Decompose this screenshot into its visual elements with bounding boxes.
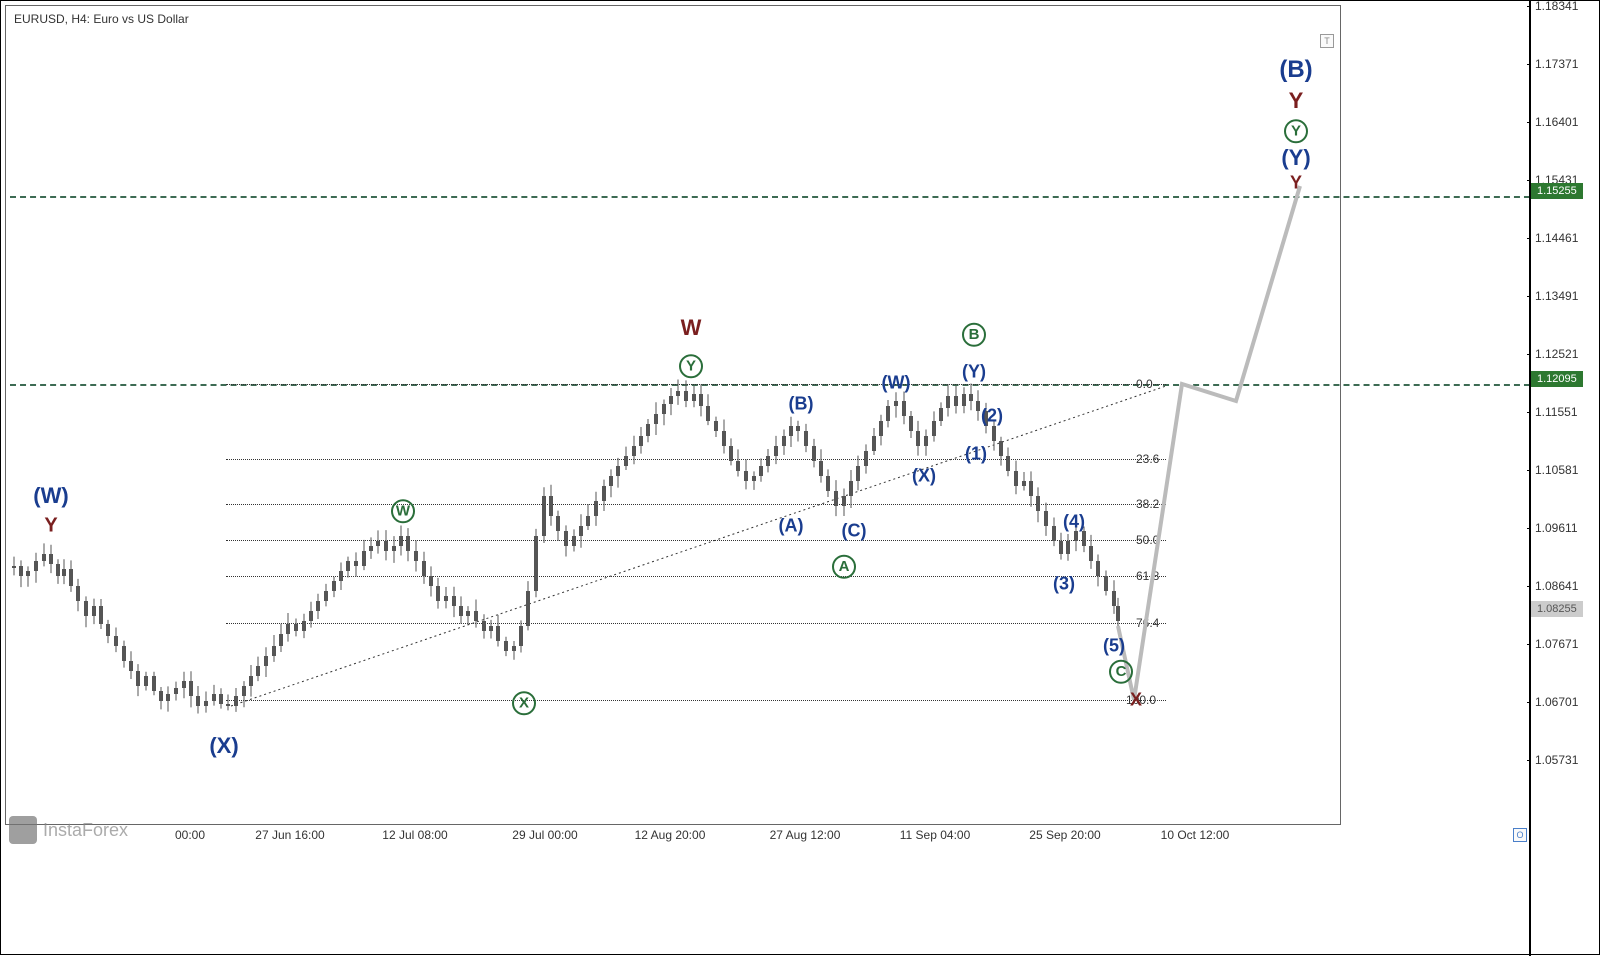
x-tick-label: 27 Jun 16:00 <box>255 828 324 842</box>
y-tick-label: 1.14461 <box>1535 231 1578 245</box>
fib-label: 50.0 <box>1136 533 1159 547</box>
y-tick-label: 1.17371 <box>1535 57 1578 71</box>
logo-text: InstaForex <box>43 820 128 841</box>
wave-label: (A) <box>779 516 804 537</box>
wave-label: X <box>512 687 536 715</box>
trend-line <box>231 386 1166 706</box>
fib-label: 38.2 <box>1136 497 1159 511</box>
wave-label: Y <box>679 350 703 378</box>
x-tick-label: 11 Sep 04:00 <box>900 828 971 842</box>
fib-label: 0.0 <box>1136 377 1153 391</box>
x-axis: 00:00 27 Jun 16:00 12 Jul 08:00 29 Jul 00:0… <box>5 824 1341 844</box>
y-tick-label: 1.18341 <box>1535 0 1578 13</box>
x-tick-label: 12 Aug 20:00 <box>635 828 706 842</box>
price-level-box: 1.12095 <box>1531 371 1583 387</box>
y-tick-label: 1.05731 <box>1535 753 1578 767</box>
x-tick-label: 29 Jul 00:00 <box>512 828 577 842</box>
wave-label: W <box>681 315 702 341</box>
wave-label: (X) <box>209 733 238 759</box>
x-tick-label: 10 Oct 12:00 <box>1161 828 1230 842</box>
wave-label: B <box>962 322 986 347</box>
wave-label: (W) <box>33 483 68 509</box>
price-level-box: 1.08255 <box>1531 601 1583 617</box>
wave-label: (B) <box>1279 56 1312 84</box>
y-axis: 1.183411.173711.164011.154311.144611.134… <box>1529 1 1599 956</box>
wave-label: Y <box>1284 115 1308 143</box>
wave-label: (2) <box>981 406 1003 427</box>
wave-label: X <box>1130 690 1142 711</box>
wave-label: (5) <box>1103 636 1125 657</box>
broker-logo: InstaForex <box>9 816 128 844</box>
y-tick-label: 1.13491 <box>1535 289 1578 303</box>
x-tick-label: 00:00 <box>175 828 205 842</box>
fib-label: 61.8 <box>1136 569 1159 583</box>
wave-label: (4) <box>1063 512 1085 533</box>
y-tick-label: 1.10581 <box>1535 463 1578 477</box>
wave-label: (X) <box>912 466 936 487</box>
horizontal-level-line <box>10 196 1540 198</box>
fib-line <box>226 576 1166 577</box>
wave-label: (W) <box>882 373 911 394</box>
y-tick-label: 1.08641 <box>1535 579 1578 593</box>
fib-line <box>226 384 1166 385</box>
wave-label: (B) <box>789 394 814 415</box>
y-tick-label: 1.16401 <box>1535 115 1578 129</box>
fib-line <box>226 623 1166 624</box>
fib-line <box>226 540 1166 541</box>
wave-label: Y <box>1290 173 1302 194</box>
y-tick-label: 1.07671 <box>1535 637 1578 651</box>
indicator-box-t[interactable]: T <box>1320 34 1334 48</box>
chart-container: EURUSD, H4: Euro vs US Dollar T 0.0 23.6 3… <box>0 0 1600 955</box>
y-tick-label: 1.09611 <box>1535 521 1578 535</box>
x-tick-label: 25 Sep 20:00 <box>1029 828 1100 842</box>
wave-label: W <box>391 495 415 523</box>
wave-label: (3) <box>1053 574 1075 595</box>
y-tick-label: 1.06701 <box>1535 695 1578 709</box>
y-tick-label: 1.11551 <box>1535 405 1578 419</box>
fib-label: 76.4 <box>1136 616 1159 630</box>
x-tick-label: 27 Aug 12:00 <box>770 828 841 842</box>
wave-label: (Y) <box>1281 145 1310 171</box>
chart-plot-area[interactable]: EURUSD, H4: Euro vs US Dollar T 0.0 23.6 3… <box>5 5 1341 825</box>
fib-line <box>226 504 1166 505</box>
wave-label: A <box>832 554 856 579</box>
wave-label: Y <box>1289 88 1304 114</box>
fib-label: 23.6 <box>1136 452 1159 466</box>
wave-label: Y <box>44 515 57 538</box>
wave-label: C <box>1109 659 1133 684</box>
wave-label: (C) <box>842 521 867 542</box>
price-level-box: 1.15255 <box>1531 183 1583 199</box>
wave-label: (1) <box>965 444 987 465</box>
logo-icon <box>9 816 37 844</box>
fib-line <box>226 459 1166 460</box>
indicator-box-o[interactable]: O <box>1513 828 1527 842</box>
fib-line <box>226 700 1166 701</box>
chart-title: EURUSD, H4: Euro vs US Dollar <box>14 12 189 26</box>
x-tick-label: 12 Jul 08:00 <box>382 828 447 842</box>
price-candles <box>12 379 1120 713</box>
wave-label: (Y) <box>962 362 986 383</box>
y-tick-label: 1.12521 <box>1535 347 1578 361</box>
